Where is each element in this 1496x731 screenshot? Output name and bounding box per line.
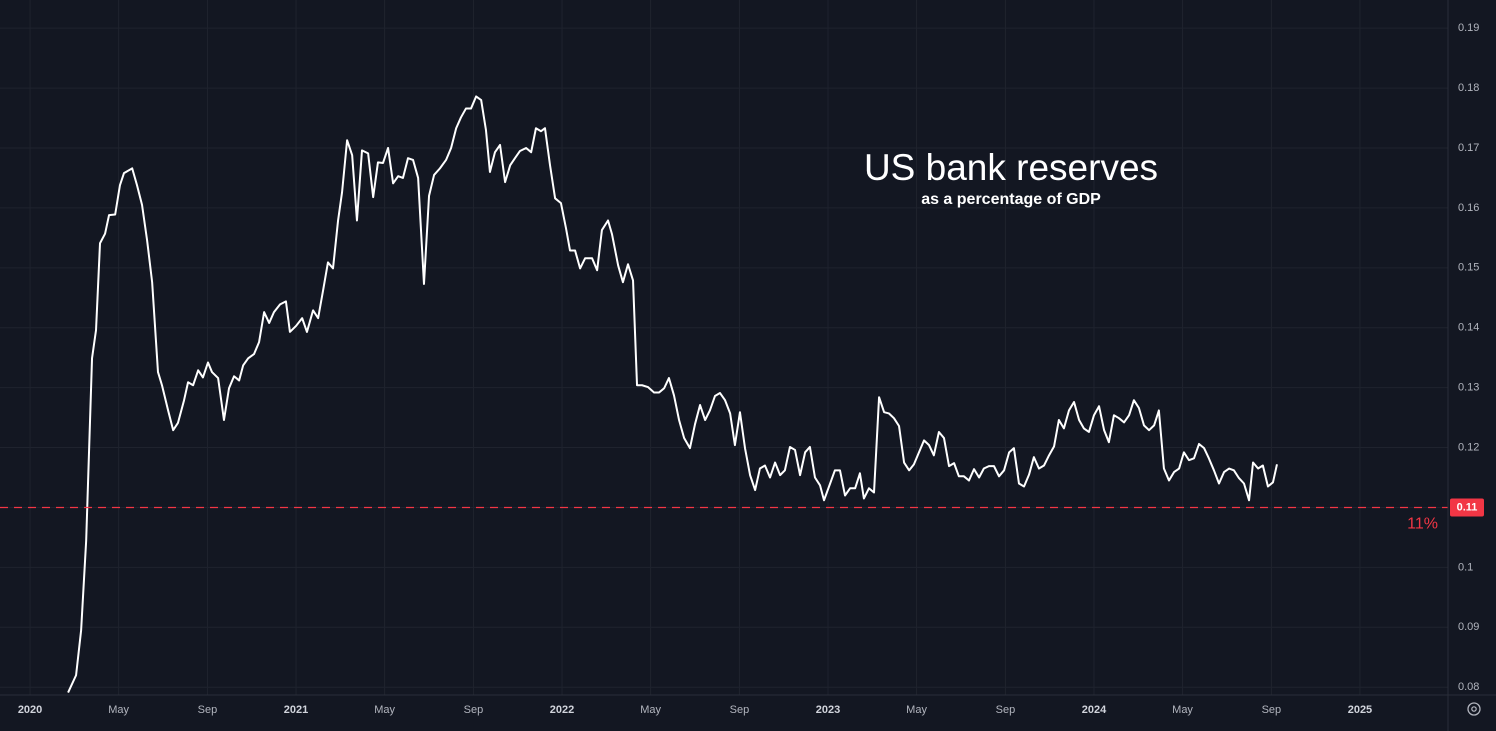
x-tick-label: May xyxy=(906,704,927,716)
y-tick-label: 0.18 xyxy=(1458,82,1479,94)
grid xyxy=(0,0,1448,695)
y-tick-label: 0.09 xyxy=(1458,621,1479,633)
y-tick-label: 0.15 xyxy=(1458,262,1479,274)
settings-button[interactable] xyxy=(1467,702,1481,716)
y-tick-label: 0.14 xyxy=(1458,322,1479,334)
y-tick-label: 0.17 xyxy=(1458,142,1479,154)
y-tick-label: 0.08 xyxy=(1458,681,1479,693)
gear-center xyxy=(1471,706,1477,712)
chart-title: US bank reserves xyxy=(864,147,1158,188)
y-tick-label: 0.12 xyxy=(1458,441,1479,453)
chart-subtitle: as a percentage of GDP xyxy=(921,191,1101,208)
x-tick-label: 2021 xyxy=(284,704,308,716)
x-tick-label: 2025 xyxy=(1348,704,1372,716)
x-tick-label: Sep xyxy=(730,704,750,716)
x-tick-label: 2023 xyxy=(816,704,840,716)
x-tick-label: 2020 xyxy=(18,704,42,716)
axes: 0.08 0.09 0.1 0.11 0.12 0.13 0.14 0.15 0.16 0.17 0… xyxy=(18,22,1484,716)
gear-icon xyxy=(1467,702,1481,716)
x-tick-label: May xyxy=(374,704,395,716)
x-tick-label: May xyxy=(640,704,661,716)
x-tick-label: Sep xyxy=(198,704,218,716)
reference-label: 11% xyxy=(1407,516,1438,533)
reference-value: 0.11 xyxy=(1457,501,1478,513)
y-tick-label: 0.1 xyxy=(1458,561,1473,573)
x-tick-label: Sep xyxy=(1262,704,1282,716)
x-tick-label: 2022 xyxy=(550,704,574,716)
x-tick-label: Sep xyxy=(464,704,484,716)
x-tick-label: Sep xyxy=(996,704,1016,716)
y-tick-label: 0.13 xyxy=(1458,382,1479,394)
x-tick-label: May xyxy=(108,704,129,716)
data-line xyxy=(67,95,1278,694)
x-tick-label: May xyxy=(1172,704,1193,716)
reference-badge xyxy=(1450,498,1484,517)
y-tick-label: 0.16 xyxy=(1458,202,1479,214)
plot-area xyxy=(0,95,1448,694)
y-tick-label: 0.19 xyxy=(1458,22,1479,34)
x-tick-label: 2024 xyxy=(1082,704,1107,716)
